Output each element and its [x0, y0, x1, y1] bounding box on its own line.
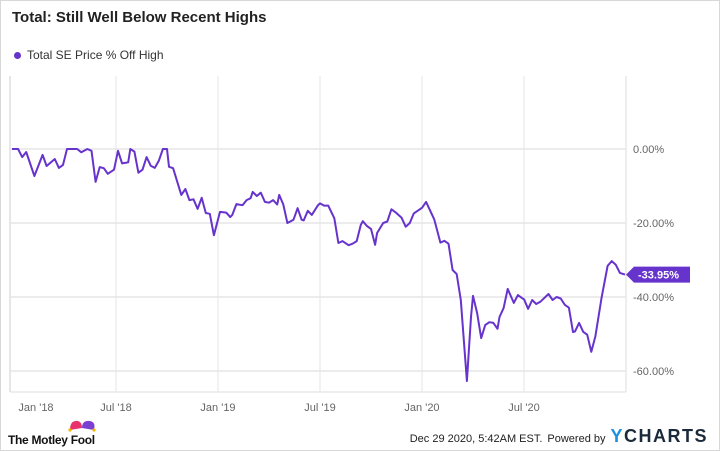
chart-title: Total: Still Well Below Recent Highs: [12, 9, 267, 26]
y-tick-label: 0.00%: [633, 144, 664, 156]
attribution: Dec 29 2020, 5:42AM EST. Powered by YCHA…: [410, 426, 708, 447]
ycharts-logo[interactable]: YCHARTS: [610, 426, 708, 446]
y-tick-label: -40.00%: [633, 292, 674, 304]
x-tick-label: Jan '19: [200, 402, 235, 414]
y-tick-label: -20.00%: [633, 218, 674, 230]
timestamp: Dec 29 2020, 5:42AM EST.: [409, 433, 543, 445]
legend-label: Total SE Price % Off High: [27, 48, 164, 62]
series-line-total-se: [12, 148, 626, 382]
x-tick-label: Jul '19: [304, 402, 335, 414]
x-tick-label: Jul '18: [100, 402, 131, 414]
powered-by: Powered by: [547, 433, 606, 445]
x-tick-label: Jan '20: [404, 402, 439, 414]
jester-hat-icon: [68, 420, 96, 432]
brand-name: The Motley Fool: [8, 433, 95, 447]
last-value-badge: [626, 266, 690, 283]
x-tick-label: Jul '20: [508, 402, 539, 414]
legend-dot-icon: [14, 51, 21, 59]
y-tick-label: -60.00%: [633, 366, 674, 378]
x-tick-label: Jan '18: [18, 402, 53, 414]
last-value-label: -33.95%: [638, 270, 679, 282]
legend-item[interactable]: Total SE Price % Off High: [14, 48, 164, 62]
